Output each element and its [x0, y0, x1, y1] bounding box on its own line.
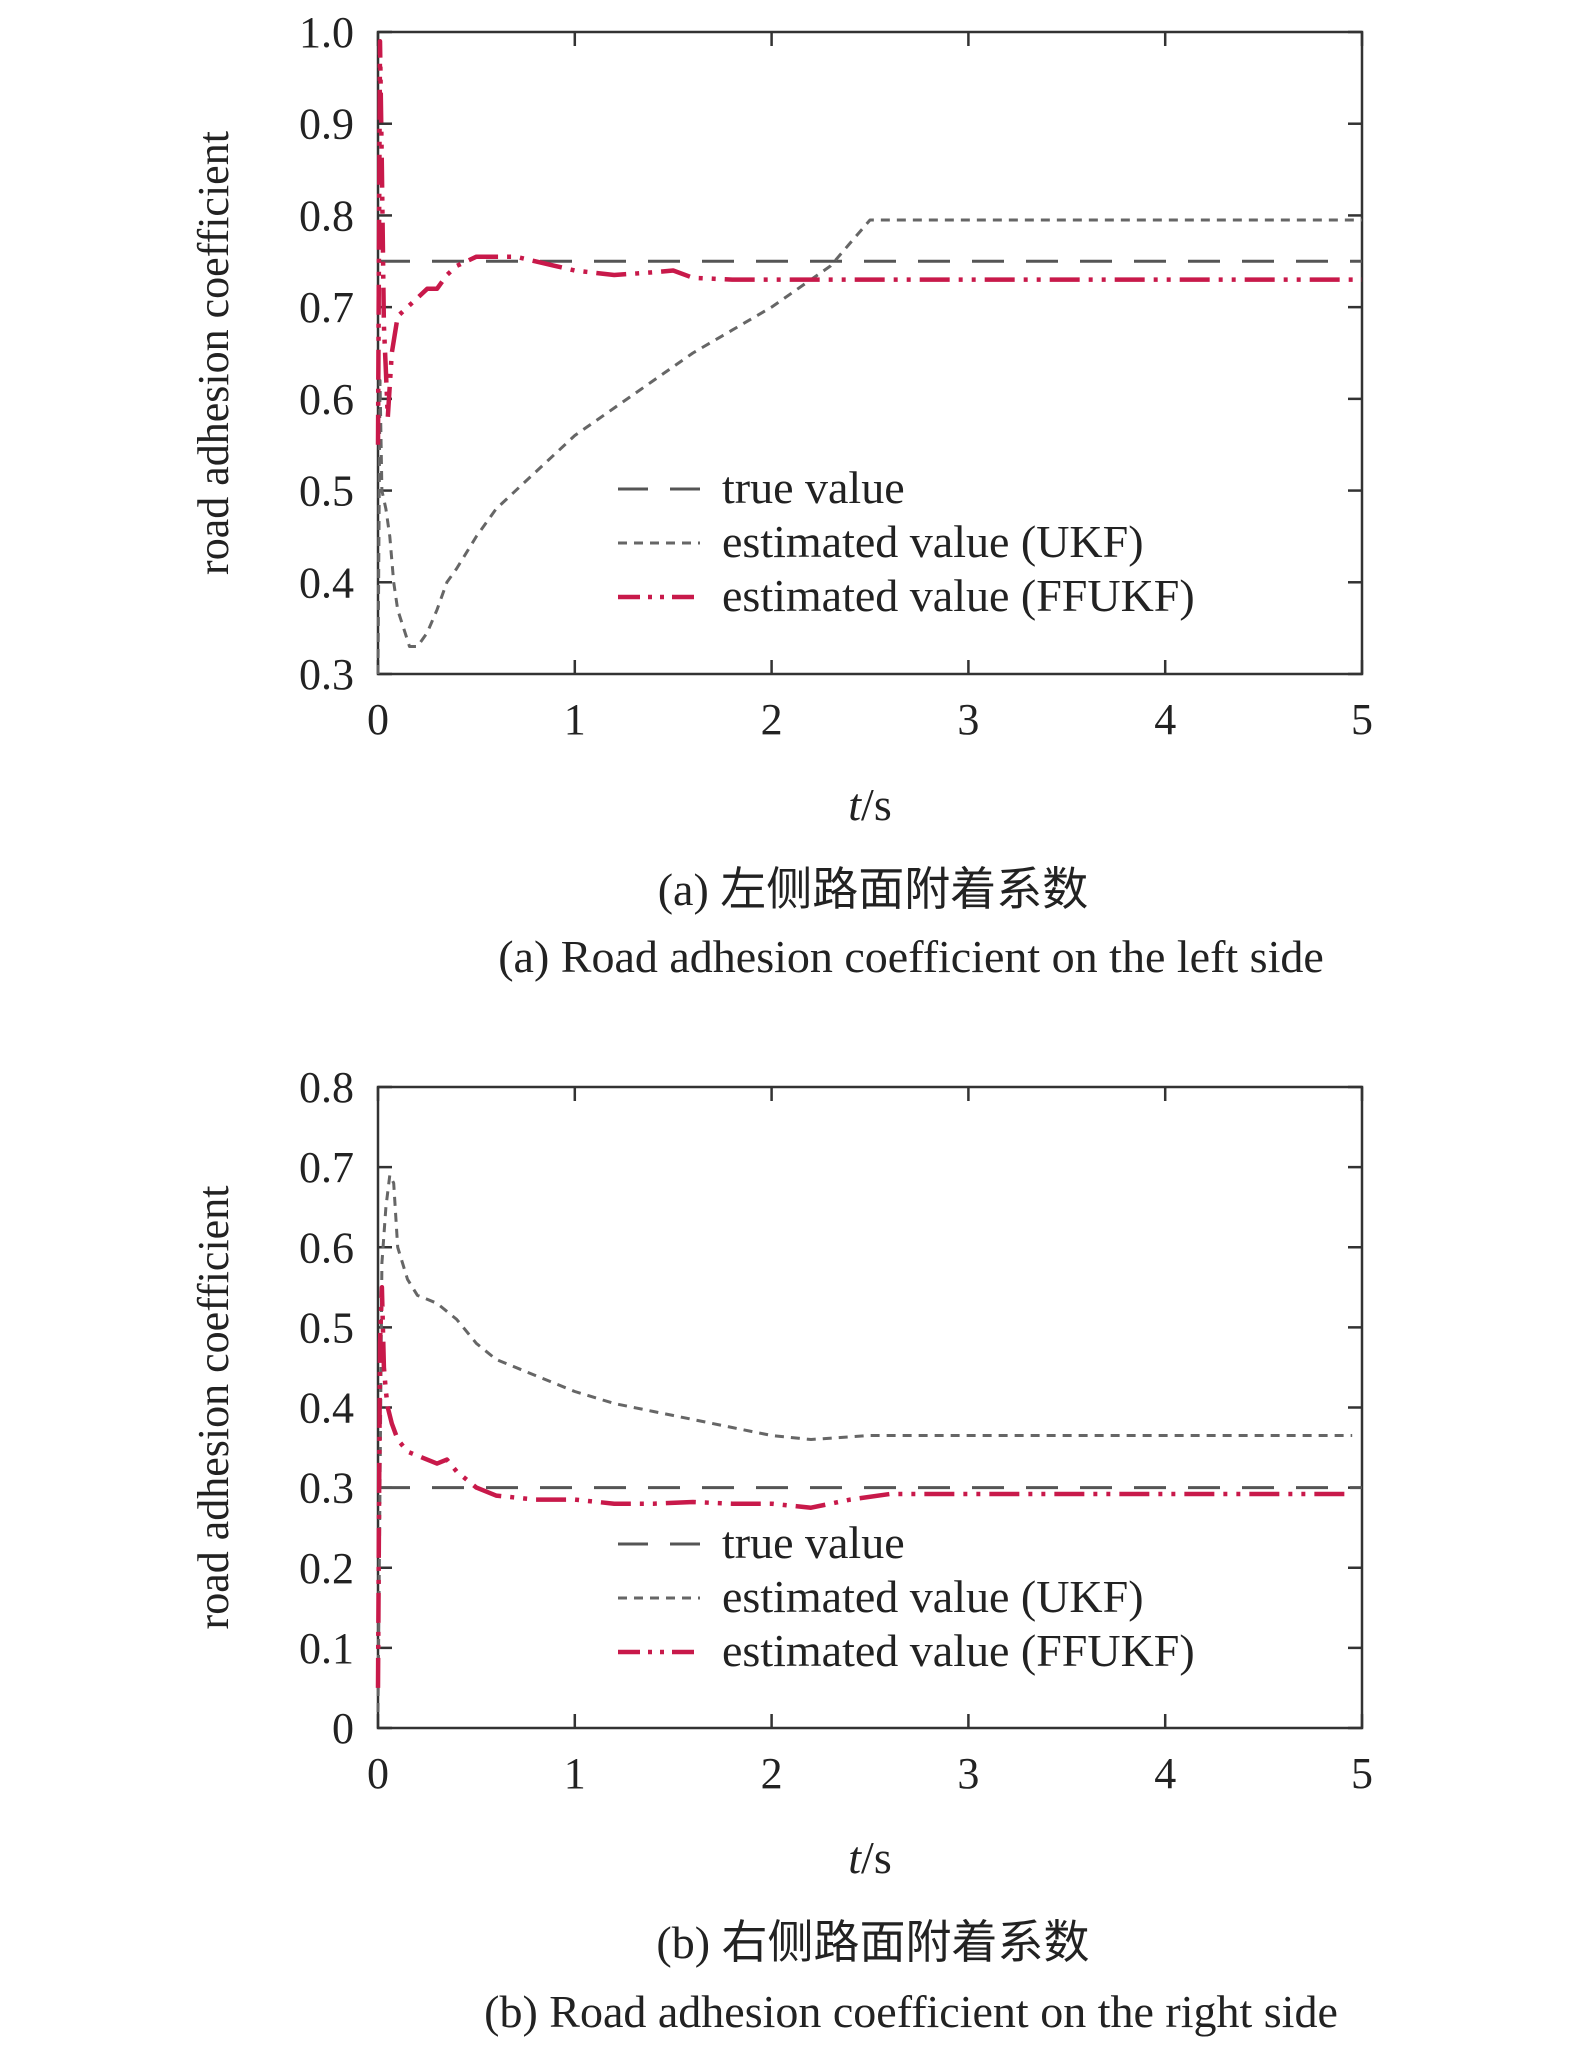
- y-tick-label: 0.4: [299, 1384, 354, 1433]
- y-tick-label: 0.8: [299, 1063, 354, 1112]
- x-tick-label: 3: [957, 1749, 979, 1798]
- y-tick-label: 0: [332, 1704, 354, 1753]
- y-axis-label: road adhesion coefficient: [189, 1186, 238, 1630]
- y-tick-label: 1.0: [299, 8, 354, 57]
- legend-label: estimated value (FFUKF): [722, 570, 1195, 621]
- series-line-ffukf: [375, 38, 1362, 445]
- x-tick-label: 1: [564, 1749, 586, 1798]
- x-axis-label: t/s: [848, 1832, 891, 1883]
- x-tick-label: 5: [1351, 695, 1373, 744]
- caption-chinese: (a) 左侧路面附着系数: [658, 864, 1089, 915]
- y-tick-label: 0.7: [299, 1143, 354, 1192]
- caption-english: (a) Road adhesion coefficient on the lef…: [498, 931, 1324, 982]
- y-tick-label: 0.1: [299, 1624, 354, 1673]
- caption-chinese: (b) 右侧路面附着系数: [656, 1917, 1089, 1968]
- y-tick-label: 0.5: [299, 467, 354, 516]
- legend-label: true value: [722, 1517, 905, 1568]
- y-tick-label: 0.3: [299, 1464, 354, 1513]
- x-axis-label: t/s: [848, 779, 891, 830]
- y-tick-label: 0.8: [299, 191, 354, 240]
- legend-label: estimated value (UKF): [722, 1571, 1144, 1622]
- y-tick-label: 0.6: [299, 375, 354, 424]
- y-tick-label: 0.3: [299, 650, 354, 699]
- x-tick-label: 3: [957, 695, 979, 744]
- x-tick-label: 5: [1351, 1749, 1373, 1798]
- x-tick-label: 4: [1154, 1749, 1176, 1798]
- chart-panel-a: 0 1 2 3 4 5 0.3 0.4 0.5 0.6 0.7 0.8 0.9 1.0 road adhes…: [189, 8, 1373, 982]
- caption-english: (b) Road adhesion coefficient on the rig…: [484, 1986, 1338, 2037]
- y-tick-label: 0.6: [299, 1223, 354, 1272]
- x-tick-label: 2: [761, 1749, 783, 1798]
- x-tick-label: 1: [564, 695, 586, 744]
- y-tick-label: 0.5: [299, 1303, 354, 1352]
- legend-label: true value: [722, 462, 905, 513]
- y-tick-label: 0.7: [299, 283, 354, 332]
- y-tick-label: 0.9: [299, 100, 354, 149]
- y-axis-label: road adhesion coefficient: [189, 131, 238, 575]
- x-tick-label: 0: [367, 1749, 389, 1798]
- series-line-ukf: [376, 218, 1362, 675]
- y-tick-label: 0.4: [299, 558, 354, 607]
- series-line-ffukf: [375, 1285, 1353, 1688]
- legend-label: estimated value (UKF): [722, 516, 1144, 567]
- legend-label: estimated value (FFUKF): [722, 1625, 1195, 1676]
- x-tick-label: 0: [367, 695, 389, 744]
- chart-panel-b: 0 1 2 3 4 5 0 0.1 0.2 0.3 0.4 0.5 0.6 0.7 0.8 road adhe…: [189, 1063, 1373, 2037]
- series-line-ukf: [376, 1173, 1353, 1713]
- x-tick-label: 4: [1154, 695, 1176, 744]
- x-tick-label: 2: [761, 695, 783, 744]
- y-tick-label: 0.2: [299, 1544, 354, 1593]
